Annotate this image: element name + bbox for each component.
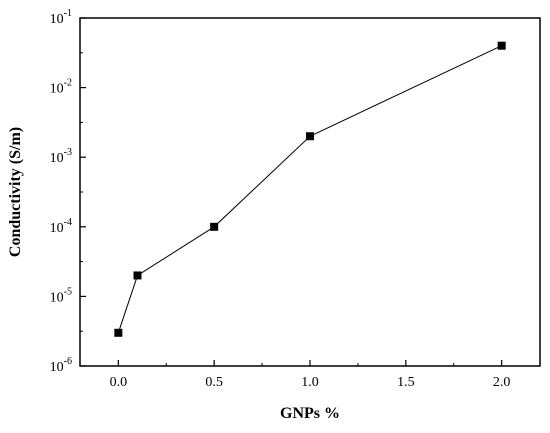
y-tick-label: 10-1 <box>50 8 72 27</box>
series-layer <box>114 41 506 337</box>
data-point <box>497 41 506 50</box>
x-tick-label: 0.5 <box>205 375 223 390</box>
data-point <box>114 328 123 337</box>
x-tick-label: 1.5 <box>397 375 415 390</box>
data-point <box>306 132 314 141</box>
y-tick-label: 10-6 <box>50 356 72 375</box>
x-axis-title: GNPs % <box>280 405 340 422</box>
plot-frame <box>79 17 541 367</box>
data-point <box>210 222 219 231</box>
y-axis-title: Conductivity (S/m) <box>7 127 24 257</box>
x-axis: 0.0 0.5 1.0 1.5 2.0 <box>110 360 511 390</box>
y-axis: 10-6 10-5 10-4 10-3 10-2 10-1 <box>50 8 86 375</box>
y-tick-label: 10-4 <box>50 217 72 236</box>
x-tick-label: 0.0 <box>110 375 128 390</box>
x-tick-label: 1.0 <box>301 375 319 390</box>
series-line <box>117 45 502 333</box>
y-tick-label: 10-5 <box>50 286 72 305</box>
x-tick-label: 2.0 <box>493 375 511 390</box>
y-tick-label: 10-2 <box>50 78 72 97</box>
y-tick-label: 10-3 <box>50 147 72 166</box>
data-point <box>133 271 142 280</box>
